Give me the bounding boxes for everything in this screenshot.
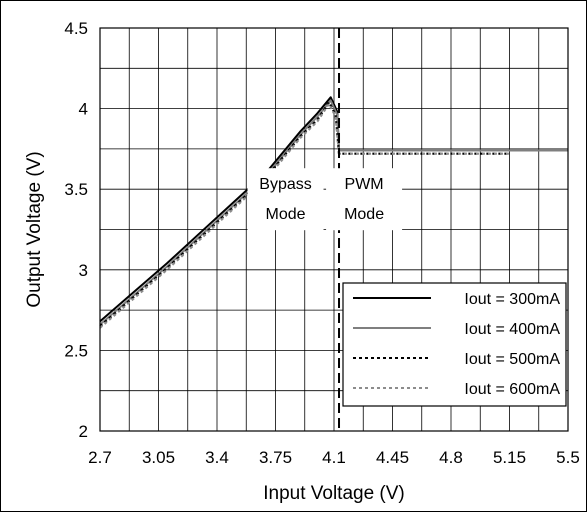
- y-tick-label: 2.5: [64, 341, 88, 360]
- annotations: Bypass Mode PWM Mode: [247, 168, 403, 231]
- legend-label: Iout = 300mA: [464, 291, 560, 308]
- annotation-bypass-line: Mode: [266, 206, 306, 223]
- x-tick-label: 5.5: [556, 448, 580, 467]
- annotation-bypass-bg: [247, 168, 324, 231]
- y-tick-labels: 2 2.5 3 3.5 4 4.5: [64, 19, 88, 441]
- y-tick-label: 4: [79, 100, 88, 119]
- legend-label: Iout = 600mA: [464, 381, 560, 398]
- series-line-3: [99, 101, 510, 328]
- legend-label: Iout = 400mA: [464, 321, 560, 338]
- y-tick-label: 4.5: [64, 19, 88, 38]
- x-tick-label: 2.7: [88, 448, 112, 467]
- annotation-pwm-line: PWM: [345, 176, 384, 193]
- x-tick-label: 4.45: [376, 448, 409, 467]
- annotation-bypass-line: Bypass: [259, 176, 311, 193]
- plot-border: [99, 27, 569, 432]
- series-line-4: [99, 102, 510, 329]
- x-tick-label: 3.75: [259, 448, 292, 467]
- x-axis-label: Input Voltage (V): [263, 483, 405, 504]
- x-tick-label: 3.4: [205, 448, 229, 467]
- y-axis-label: Output Voltage (V): [24, 151, 45, 307]
- x-tick-label: 5.15: [493, 448, 526, 467]
- annotation-pwm-bg: [326, 168, 403, 231]
- series-line-2: [99, 99, 568, 326]
- x-tick-label: 4.1: [322, 448, 346, 467]
- series-layer: [99, 96, 568, 329]
- legend: Iout = 300mA Iout = 400mA Iout = 500mA Iout…: [342, 282, 567, 407]
- annotation-pwm-line: Mode: [344, 206, 384, 223]
- y-tick-label: 3: [79, 261, 88, 280]
- legend-box: [342, 282, 567, 407]
- y-tick-label: 2: [79, 422, 88, 441]
- x-tick-labels: 2.7 3.05 3.4 3.75 4.1 4.45 4.8 5.15 5.5: [88, 448, 580, 467]
- y-tick-label: 3.5: [64, 180, 88, 199]
- legend-label: Iout = 500mA: [464, 351, 560, 368]
- x-tick-label: 3.05: [142, 448, 175, 467]
- x-tick-label: 4.8: [439, 448, 463, 467]
